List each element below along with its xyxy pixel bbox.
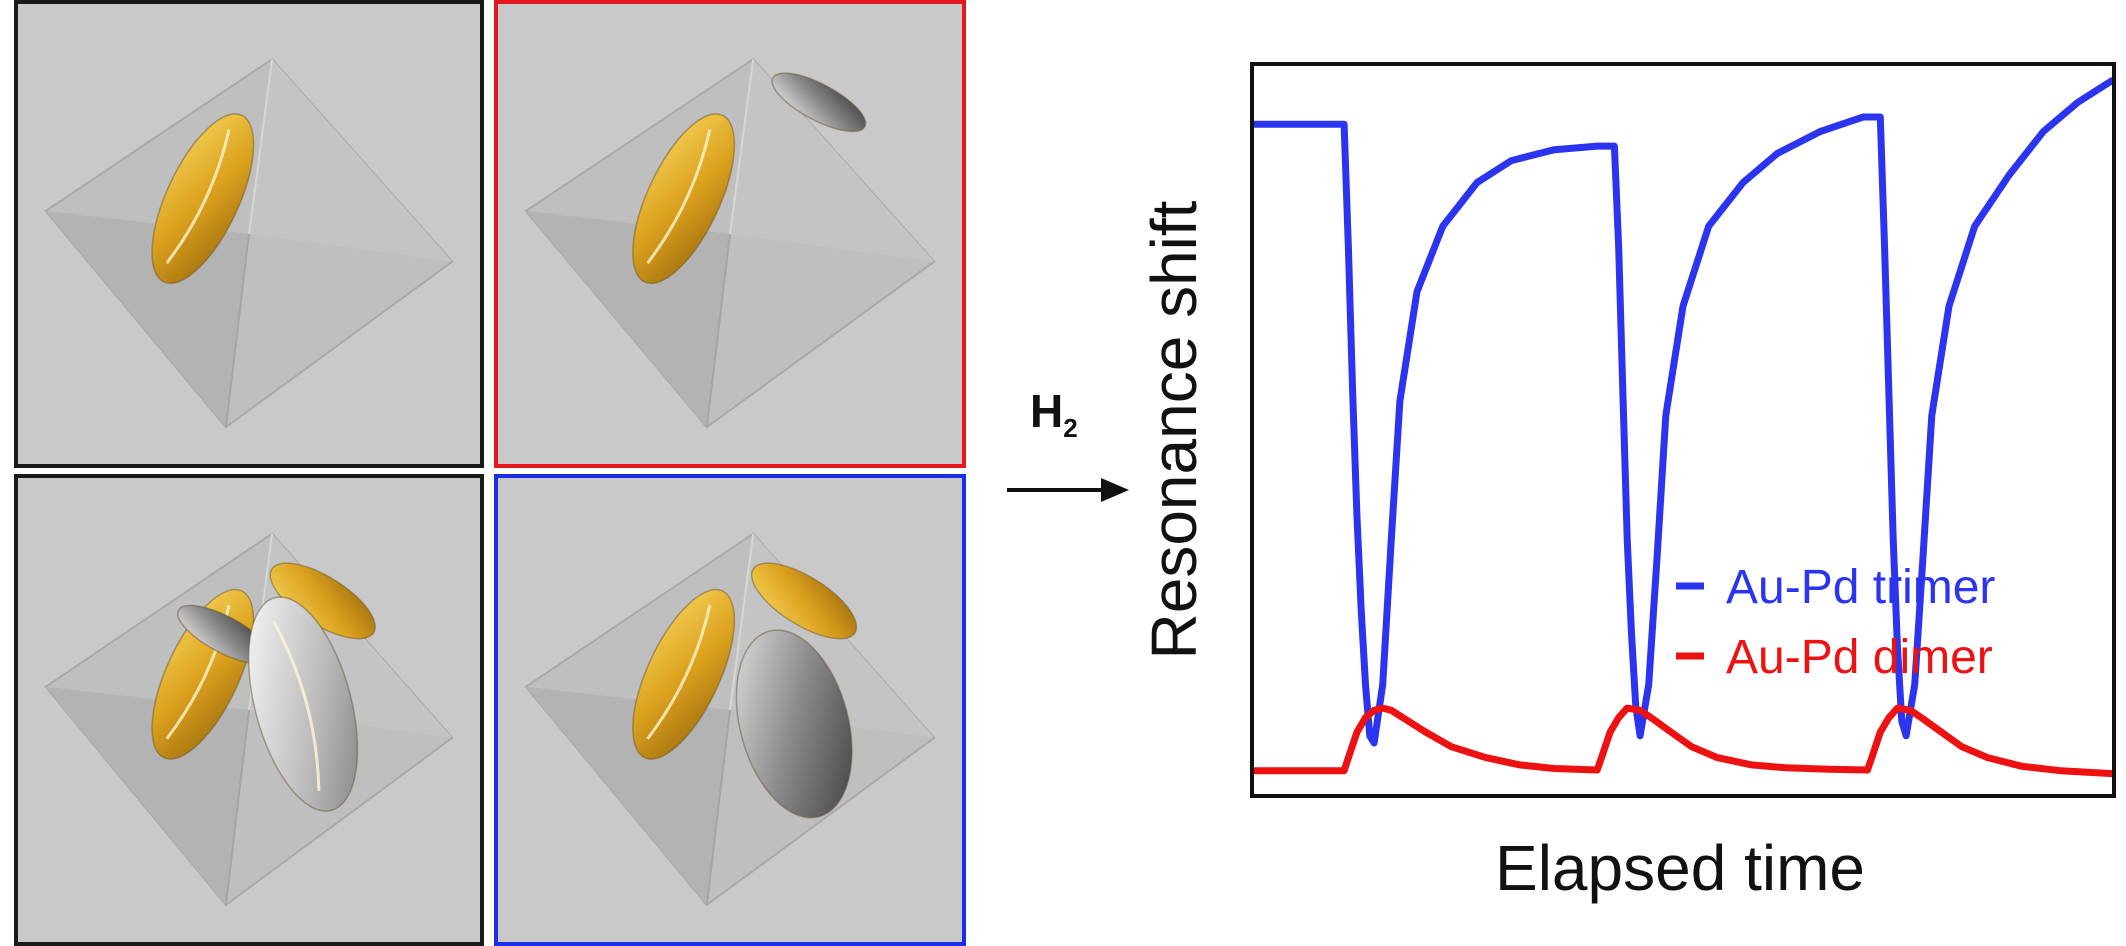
panel-au-pd-dimer: [494, 0, 966, 468]
panel-au-monomer: [14, 0, 484, 468]
panel-au-pd-trimer: [494, 474, 966, 946]
x-axis-label: Elapsed time: [1495, 832, 1865, 904]
gold-disk-large: [632, 588, 736, 760]
legend-label: Au-Pd dimer: [1726, 631, 1993, 684]
stimulus-subscript: 2: [1063, 413, 1078, 444]
stimulus-h: H: [1030, 385, 1064, 437]
right-arrow-icon: [1007, 478, 1129, 502]
stimulus-label: H2: [1030, 384, 1078, 444]
render-scene: [498, 478, 962, 942]
plot-frame: [1250, 62, 2116, 798]
render-scene: [18, 478, 480, 942]
render-scene: [498, 4, 962, 464]
plot-lines: [1250, 77, 2116, 778]
legend-label: Au-Pd trimer: [1726, 561, 1995, 614]
gold-disk-large: [151, 113, 255, 285]
legend: Au-Pd trimer Au-Pd dimer: [1676, 561, 1995, 684]
gold-disk-small: [750, 562, 858, 640]
legend-item: Au-Pd trimer: [1676, 561, 1995, 614]
pd-disk-dark: [771, 72, 867, 133]
series-line-au-pd-dimer: [1250, 704, 2116, 778]
gold-disk-large: [632, 113, 736, 285]
pd-disk-large: [735, 629, 853, 819]
series-line-au-pd-trimer: [1250, 77, 2116, 747]
y-axis-label: Resonance shift: [1138, 200, 1210, 659]
panel-au-pd-mixed: [14, 474, 484, 946]
pd-disk-silver: [247, 596, 359, 812]
legend-item: Au-Pd dimer: [1676, 631, 1993, 684]
render-scene: [18, 4, 480, 464]
